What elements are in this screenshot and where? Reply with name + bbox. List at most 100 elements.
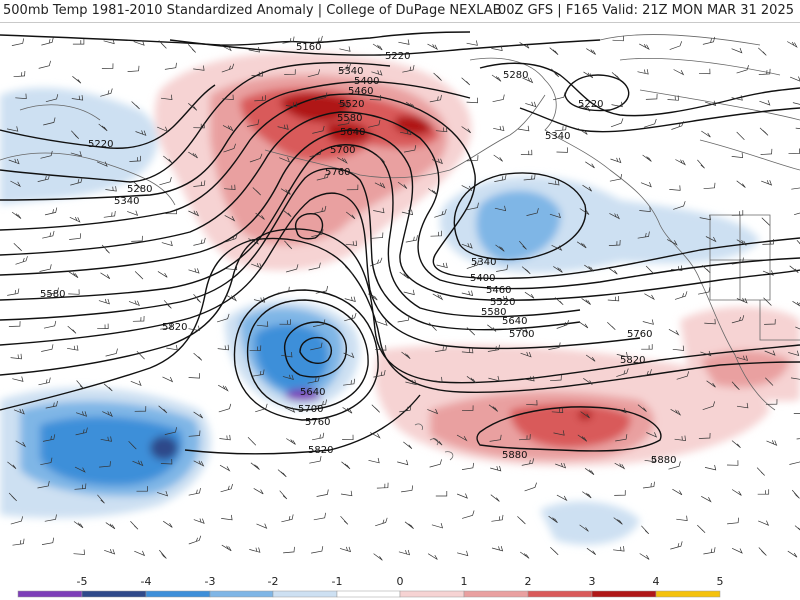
wind-barb — [427, 553, 438, 560]
wind-barb — [371, 404, 380, 413]
wind-barb — [163, 155, 173, 164]
wind-barb — [313, 319, 326, 327]
wind-barb — [793, 413, 800, 414]
wind-barb — [789, 460, 800, 465]
wind-barb — [736, 239, 747, 246]
wind-barb — [374, 182, 386, 189]
wind-barb — [427, 408, 439, 415]
wind-barb — [758, 520, 770, 526]
wind-barb — [344, 266, 354, 275]
wind-barb — [493, 154, 503, 162]
wind-barb — [495, 244, 505, 252]
wind-barb — [429, 459, 442, 468]
contour-low-ring-b — [299, 336, 333, 364]
wind-barb — [100, 436, 112, 442]
wind-barb — [132, 315, 145, 322]
wind-barb — [250, 462, 260, 470]
wind-barb — [397, 459, 409, 466]
wind-barb — [610, 157, 622, 164]
wind-barb — [429, 94, 442, 103]
wind-barb — [580, 411, 590, 419]
colorbar-swatch — [463, 590, 529, 598]
wind-barb — [76, 380, 85, 390]
wind-barb — [373, 207, 385, 214]
wind-barb — [582, 184, 592, 192]
wind-barb — [553, 266, 563, 273]
wind-barb — [131, 101, 140, 110]
wind-barb — [132, 460, 144, 467]
contour-label-5580-south: 5580 — [481, 307, 506, 318]
wind-barb — [551, 68, 560, 78]
wind-barb — [99, 461, 111, 468]
wind-barb — [405, 379, 417, 386]
wind-barb — [10, 516, 24, 525]
wind-barb — [136, 486, 148, 492]
wind-barb — [457, 550, 469, 557]
wind-barb — [736, 297, 748, 304]
wind-barb — [133, 181, 142, 190]
wind-barb — [160, 458, 173, 465]
wind-barb — [639, 206, 651, 212]
wind-barb — [404, 521, 414, 529]
wind-barb — [556, 147, 568, 153]
wind-barb — [316, 489, 329, 497]
wind-barb — [496, 295, 508, 302]
wind-barb — [75, 411, 88, 417]
wind-barb — [403, 145, 417, 153]
wind-barb — [13, 70, 26, 78]
anomaly-pos4-bering-a — [280, 93, 351, 122]
wind-barb — [251, 71, 263, 77]
wind-barb — [311, 546, 324, 554]
wind-barb — [759, 100, 771, 106]
wind-barb — [248, 47, 260, 53]
wind-barb — [584, 264, 594, 272]
wind-barb — [283, 546, 295, 554]
wind-barb — [96, 161, 108, 167]
wind-barb — [519, 42, 530, 49]
contour-5820-south — [184, 394, 421, 455]
wind-barb — [610, 118, 624, 128]
wind-barb — [127, 210, 139, 216]
wind-barb — [639, 43, 650, 50]
wind-barb — [346, 184, 359, 191]
wind-barb — [520, 149, 533, 156]
wind-barb — [494, 174, 507, 182]
wind-barb — [135, 130, 147, 136]
wind-barb — [640, 181, 652, 188]
wind-barb — [157, 271, 168, 278]
wind-barb — [165, 208, 177, 215]
wind-barb — [466, 155, 479, 162]
wind-barb — [757, 489, 770, 495]
contour-label-5280-east: 5280 — [503, 70, 528, 81]
wind-barb — [187, 44, 196, 53]
wind-barb — [284, 407, 296, 413]
wind-barb — [6, 126, 19, 132]
wind-barb — [487, 344, 500, 352]
wind-barb — [517, 516, 526, 525]
wind-barb — [405, 235, 418, 243]
wind-barb — [100, 272, 111, 279]
wind-barb — [645, 93, 658, 100]
wind-barb — [221, 45, 232, 52]
contour-low-ring-a — [284, 321, 347, 378]
wind-barb — [431, 523, 444, 529]
wind-barb — [73, 521, 84, 529]
wind-barb — [727, 517, 739, 525]
wind-barb — [133, 40, 145, 46]
wind-barb — [555, 462, 567, 469]
wind-barb — [698, 432, 711, 439]
wind-barb — [193, 352, 203, 361]
contour-5160 — [0, 31, 471, 46]
wind-barb — [105, 348, 118, 357]
wind-barb — [488, 404, 498, 412]
wind-barb — [316, 172, 329, 181]
wind-barb — [307, 376, 320, 384]
wind-barb — [104, 548, 116, 555]
wind-barb — [376, 482, 389, 489]
wind-barb — [432, 293, 444, 301]
wind-barb — [759, 127, 769, 136]
wind-barb — [127, 65, 140, 72]
wind-barb — [103, 210, 116, 218]
wind-barb — [193, 518, 205, 524]
wind-barb — [10, 180, 21, 188]
